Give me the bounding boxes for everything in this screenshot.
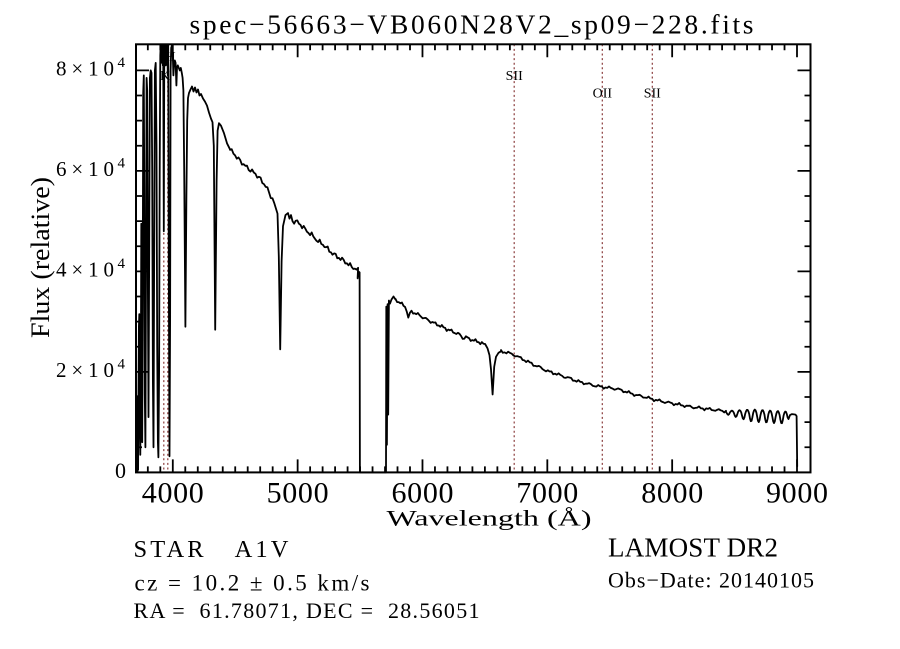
svg-text:8000: 8000	[641, 477, 703, 510]
svg-text:Flux (relative): Flux (relative)	[26, 177, 55, 338]
svg-text:K: K	[160, 69, 170, 84]
svg-text:STAR A1V: STAR A1V	[134, 536, 289, 563]
svg-text:4000: 4000	[142, 477, 204, 510]
svg-text:LAMOST DR2: LAMOST DR2	[608, 533, 778, 563]
svg-text:cz = 10.2 ± 0.5 km/s: cz = 10.2 ± 0.5 km/s	[135, 571, 370, 596]
svg-text:spec−56663−VB060N28V2_sp09−228: spec−56663−VB060N28V2_sp09−228.fits	[190, 8, 754, 39]
svg-text:Wavelength (Å): Wavelength (Å)	[387, 506, 592, 531]
svg-text:RA = 61.78071, DEC = 28.5605: RA = 61.78071, DEC = 28.56051	[134, 598, 480, 623]
svg-text:OII: OII	[593, 87, 613, 102]
svg-text:6000: 6000	[392, 477, 454, 510]
svg-text:5000: 5000	[267, 477, 329, 510]
svg-text:4: 4	[118, 55, 126, 71]
svg-text:4: 4	[118, 256, 126, 272]
svg-text:0: 0	[115, 458, 126, 483]
svg-text:7000: 7000	[516, 477, 578, 510]
svg-text:9000: 9000	[766, 477, 828, 510]
svg-text:4: 4	[118, 156, 126, 172]
svg-text:H: H	[165, 50, 175, 65]
svg-text:4: 4	[118, 357, 126, 373]
svg-text:SII: SII	[506, 69, 523, 84]
svg-text:SII: SII	[644, 87, 661, 102]
svg-text:Obs−Date: 20140105: Obs−Date: 20140105	[608, 568, 814, 593]
